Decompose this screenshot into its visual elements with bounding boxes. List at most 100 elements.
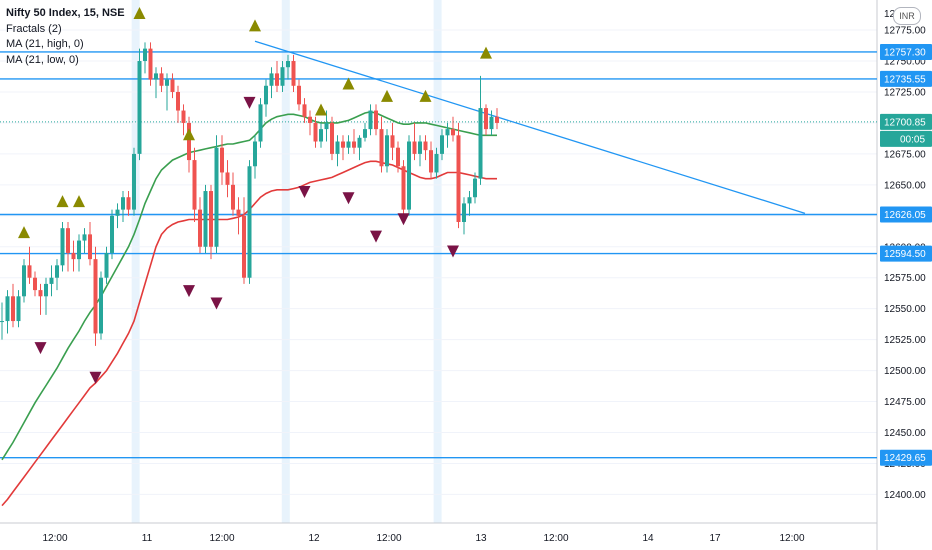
- y-tick-4: 12675.00: [884, 149, 926, 160]
- x-tick-3: 12: [308, 533, 320, 544]
- candle-80: [440, 129, 444, 161]
- candle-body: [335, 141, 340, 154]
- trendline[interactable]: [254, 40, 806, 214]
- candle-body: [55, 265, 59, 278]
- candle-63: [346, 135, 351, 154]
- candle-74: [407, 135, 411, 216]
- candle-body: [313, 122, 318, 142]
- x-tick-9: 12:00: [779, 533, 804, 544]
- candle-body: [16, 296, 21, 322]
- candle-9: [49, 265, 54, 297]
- candle-88: [484, 104, 488, 136]
- candle-70: [385, 129, 389, 173]
- indicator-fractals[interactable]: Fractals (2): [6, 22, 62, 35]
- candle-84: [462, 197, 466, 235]
- fractal-up-0: [18, 226, 30, 239]
- candle-27: [148, 42, 153, 86]
- candle-body: [478, 108, 483, 179]
- candle-body: [445, 129, 450, 136]
- candle-35: [192, 147, 197, 222]
- candle-58: [319, 122, 323, 148]
- candle-86: [473, 172, 477, 204]
- candle-23: [126, 191, 131, 216]
- candle-body: [396, 147, 400, 167]
- candle-body: [126, 197, 131, 210]
- candle-18: [99, 271, 103, 340]
- candle-36: [198, 197, 202, 253]
- symbol-title[interactable]: Nifty 50 Index, 15, NSE: [6, 7, 125, 19]
- candle-body: [390, 135, 395, 148]
- level-badge-1-label: 12735.55: [884, 74, 926, 85]
- candle-body: [60, 228, 65, 266]
- candle-2: [11, 283, 15, 328]
- candle-body: [192, 160, 197, 210]
- candle-64: [352, 129, 356, 154]
- candle-72: [396, 141, 400, 173]
- candle-body: [170, 79, 175, 92]
- candle-body: [451, 129, 455, 136]
- candle-body: [352, 141, 356, 148]
- candle-7: [38, 283, 43, 315]
- candle-body: [203, 191, 208, 247]
- fractal-up-2: [73, 195, 85, 208]
- candle-body: [22, 265, 26, 297]
- x-tick-1: 11: [142, 533, 153, 544]
- candle-body: [148, 48, 153, 80]
- candle-85: [467, 191, 472, 216]
- candle-body: [418, 141, 422, 154]
- candle-48: [264, 79, 268, 117]
- candle-24: [132, 147, 136, 216]
- session-break-2: [433, 0, 442, 523]
- candle-body: [165, 79, 169, 86]
- candle-body: [71, 252, 76, 260]
- candle-39: [214, 135, 219, 253]
- candle-body: [236, 209, 241, 216]
- trendline-segment: [254, 40, 806, 214]
- candle-44: [242, 197, 246, 284]
- candle-body: [44, 283, 48, 297]
- candle-17: [93, 246, 98, 346]
- candle-body: [462, 203, 466, 222]
- level-badge-4-bg: [880, 449, 932, 466]
- candle-66: [363, 122, 367, 142]
- ma-high-line: [1, 110, 497, 461]
- level-badge-3-bg: [880, 245, 932, 262]
- candle-41: [225, 160, 230, 198]
- candle-body: [264, 85, 268, 105]
- fractal-up-7: [342, 77, 355, 90]
- candle-body: [11, 296, 15, 322]
- candle-53: [291, 54, 296, 92]
- countdown-badge-bg: [880, 130, 932, 147]
- candle-54: [297, 79, 301, 111]
- candle-body: [341, 141, 345, 148]
- candle-10: [55, 259, 59, 291]
- horizontal-levels[interactable]: [0, 51, 877, 459]
- indicator-ma-high[interactable]: MA (21, high, 0): [6, 38, 84, 50]
- candle-body: [374, 110, 378, 130]
- fractal-up-4: [183, 128, 195, 141]
- candle-body: [357, 137, 362, 148]
- currency-button[interactable]: INR: [893, 7, 921, 25]
- indicator-ma-low[interactable]: MA (21, low, 0): [6, 53, 79, 66]
- candle-32: [176, 85, 180, 123]
- y-tick-5: 12650.00: [884, 180, 926, 191]
- fractal-down-9: [447, 245, 459, 258]
- candle-78: [429, 141, 433, 179]
- time-axis[interactable]: 12:00 11 12:00 12 12:00 13 12:00 14 17 12:00: [42, 533, 804, 544]
- fractal-down-3: [210, 297, 223, 310]
- fractal-down-7: [370, 230, 382, 243]
- candle-body: [99, 277, 103, 334]
- candle-5: [27, 246, 32, 284]
- candle-body: [49, 277, 54, 284]
- candle-body: [473, 178, 477, 198]
- candle-body: [242, 215, 246, 278]
- candle-14: [77, 234, 81, 272]
- candle-body: [456, 135, 461, 222]
- candle-body: [308, 116, 312, 123]
- level-badge-1-bg: [880, 70, 932, 87]
- price-badges: 12757.30 12735.55 12626.05 12594.50 12429.65…: [880, 43, 932, 466]
- fractal-down-1: [89, 371, 102, 384]
- candle-15: [82, 228, 87, 253]
- candle-87: [478, 75, 483, 185]
